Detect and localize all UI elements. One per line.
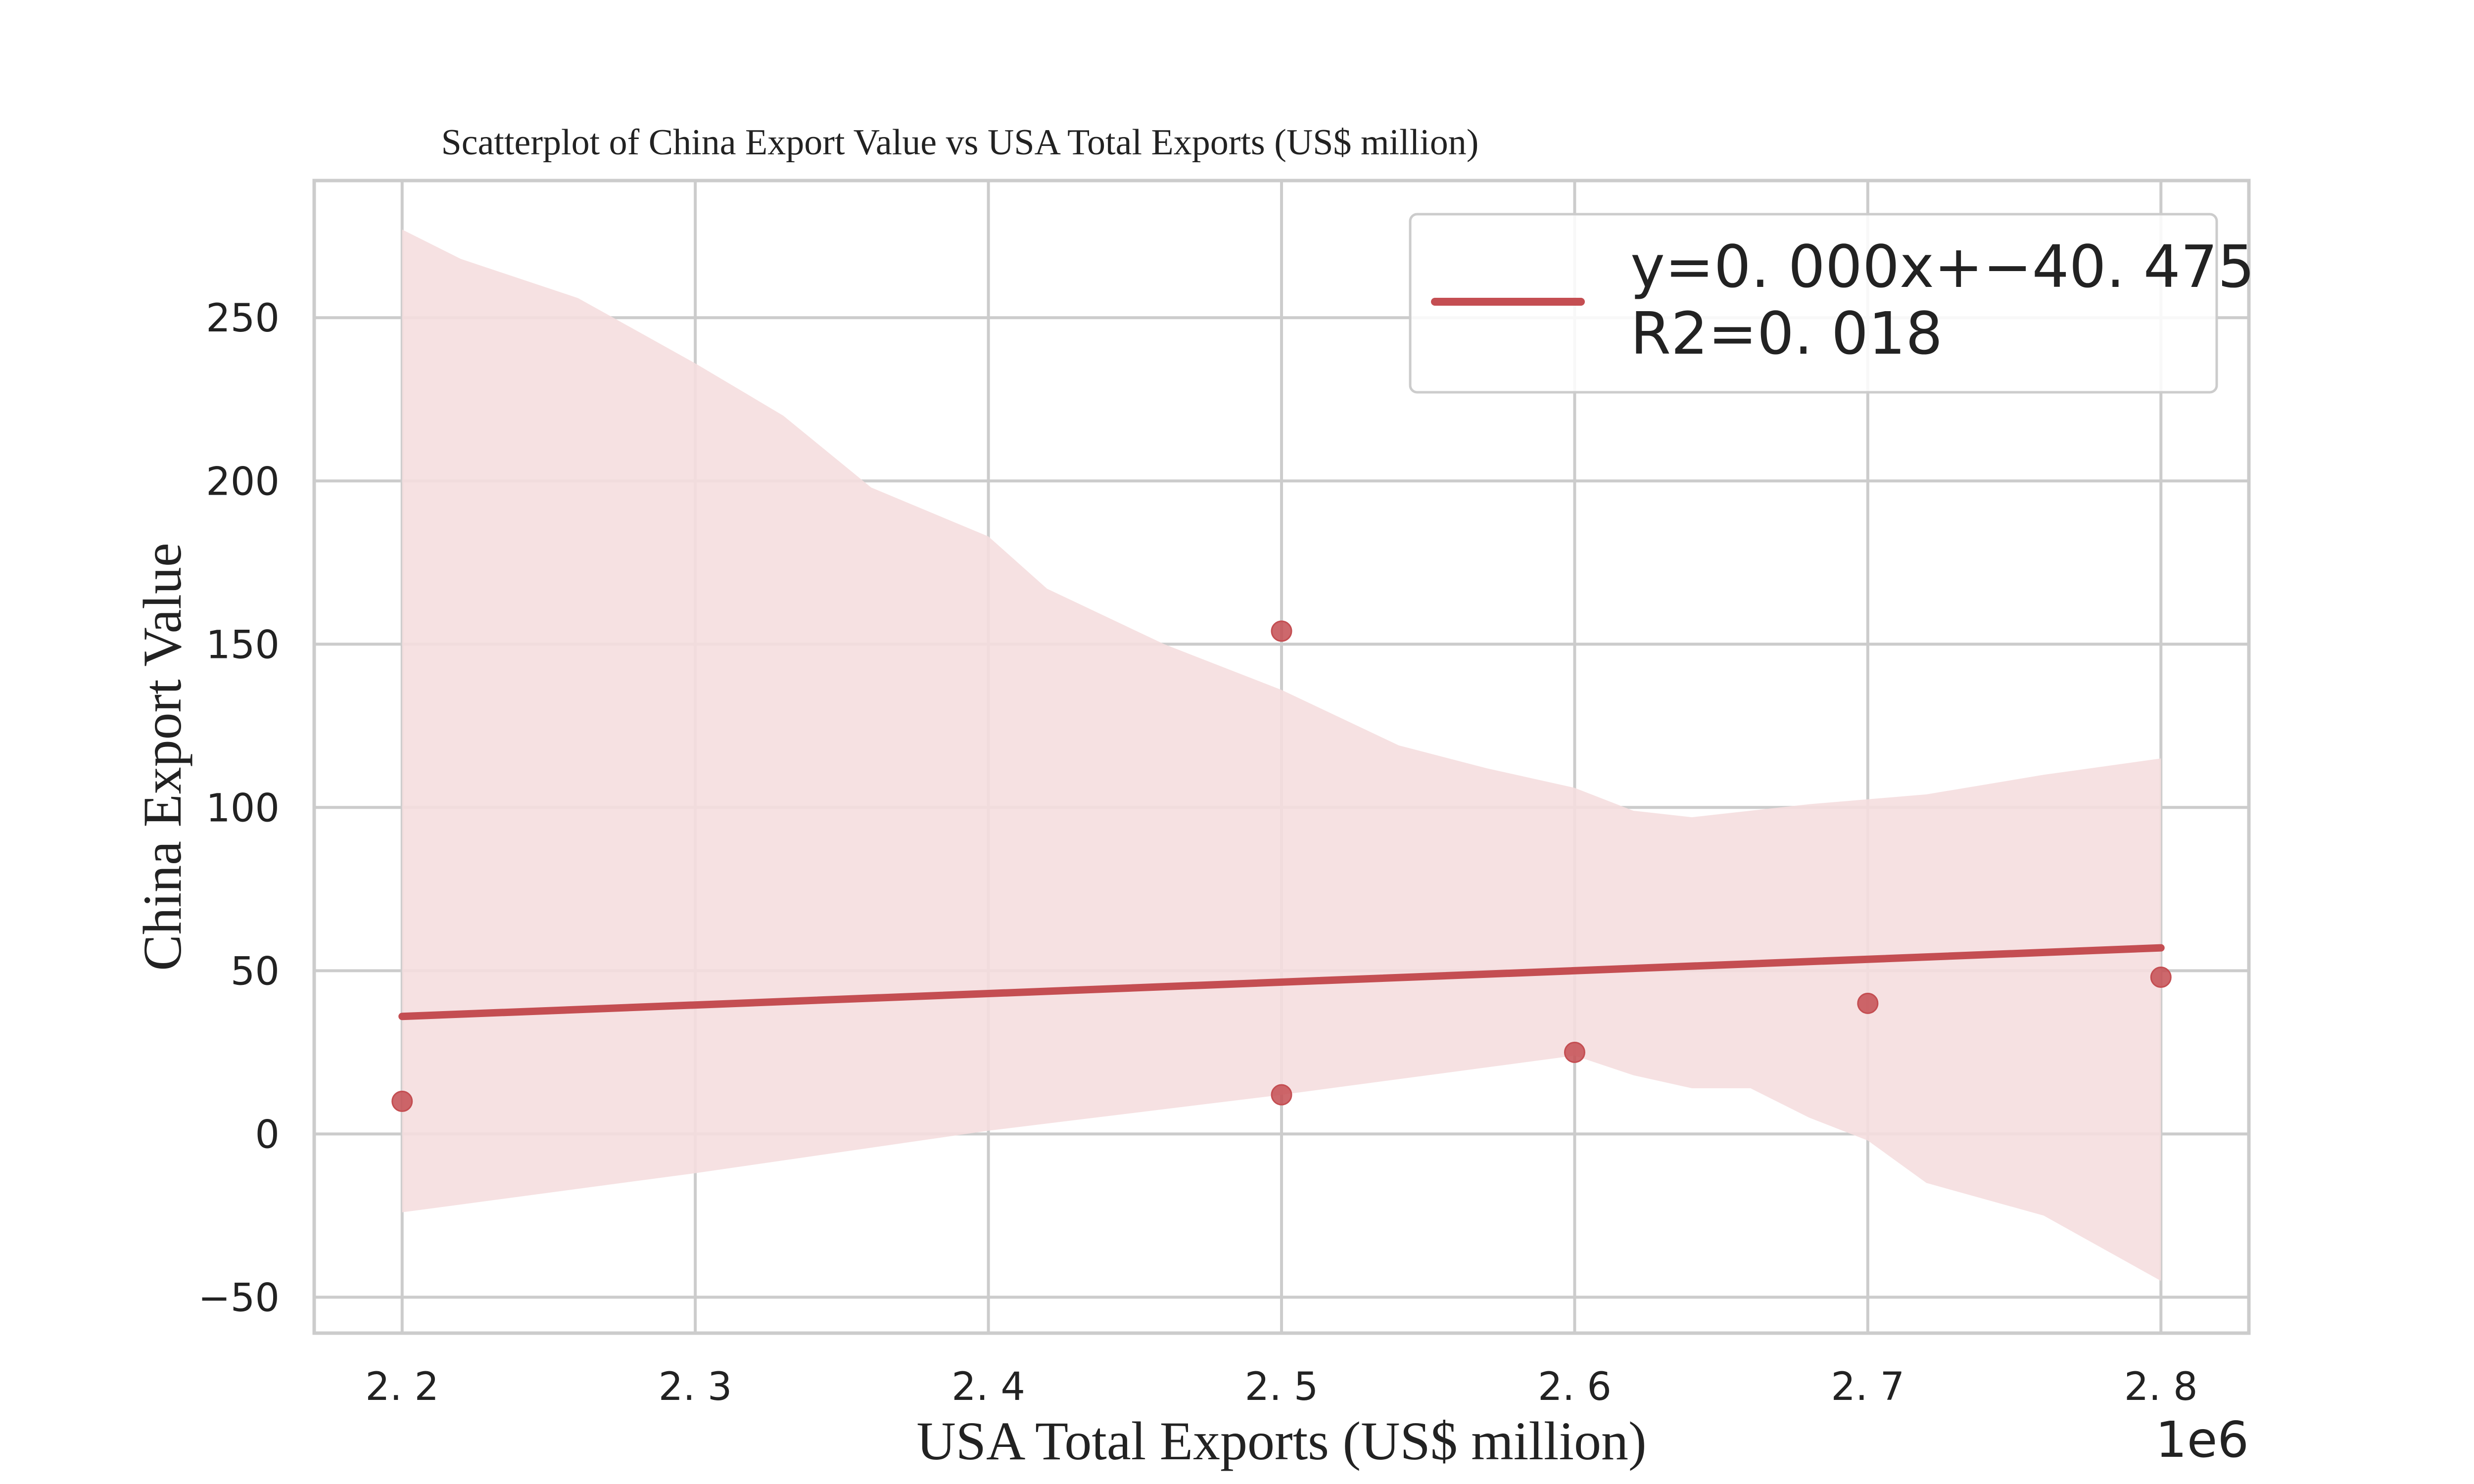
- plot-frame: [312, 179, 2251, 1335]
- legend-equation: y=0. 000x+−40. 475: [1630, 232, 2255, 301]
- chart-title: Scatterplot of China Export Value vs USA…: [441, 122, 1479, 163]
- scatter-point-0: [391, 1090, 413, 1112]
- x-tick-label-5: 2. 7: [1831, 1365, 1904, 1409]
- x-tick-label-3: 2. 5: [1245, 1365, 1319, 1409]
- x-tick-label-1: 2. 3: [659, 1365, 732, 1409]
- scatter-point-4: [1857, 992, 1879, 1014]
- y-tick-label-4: 150: [206, 623, 280, 667]
- y-tick-label-1: 0: [255, 1113, 280, 1157]
- legend: y=0. 000x+−40. 475 R2=0. 018: [1409, 213, 2255, 394]
- regression-line: [398, 944, 2165, 1020]
- legend-box: [1409, 213, 2218, 394]
- x-tick-labels: 2. 2 2. 3 2. 4 2. 5 2. 6 2. 7 2. 8: [365, 1365, 2197, 1409]
- x-axis-label: USA Total Exports (US$ million): [916, 1411, 1646, 1471]
- scatter-point-1: [1271, 620, 1292, 642]
- y-tick-labels: −50 0 50 100 150 200 250: [198, 296, 280, 1320]
- y-tick-label-0: −50: [198, 1276, 280, 1320]
- x-offset-label: 1e6: [2155, 1411, 2249, 1469]
- legend-r2: R2=0. 018: [1630, 299, 1943, 368]
- y-tick-label-2: 50: [231, 949, 280, 994]
- x-tick-label-6: 2. 8: [2124, 1365, 2198, 1409]
- scatter-points-layer: [391, 620, 2172, 1112]
- x-tick-label-2: 2. 4: [952, 1365, 1025, 1409]
- confidence-band-layer: [402, 230, 2161, 1281]
- y-tick-label-5: 200: [206, 460, 280, 504]
- scatter-point-5: [2150, 967, 2172, 988]
- regression-line-layer: [398, 944, 2165, 1020]
- x-tick-label-4: 2. 6: [1538, 1365, 1612, 1409]
- y-tick-label-3: 100: [206, 786, 280, 831]
- y-axis-label: China Export Value: [132, 543, 192, 971]
- confidence-band: [402, 230, 2161, 1281]
- scatter-point-3: [1564, 1041, 1585, 1063]
- y-tick-label-6: 250: [206, 296, 280, 341]
- x-tick-label-0: 2. 2: [365, 1365, 439, 1409]
- scatter-point-2: [1271, 1084, 1292, 1106]
